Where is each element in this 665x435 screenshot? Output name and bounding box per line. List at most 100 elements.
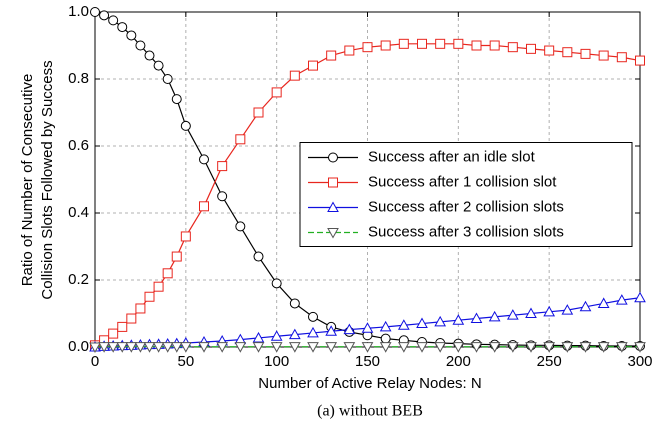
legend-label: Success after an idle slot [368, 148, 536, 165]
data-point [506, 342, 519, 353]
data-point [597, 297, 610, 308]
x-axis-label: Number of Active Relay Nodes: N [258, 375, 481, 392]
data-point [217, 161, 228, 172]
data-point [107, 342, 120, 353]
legend-marker [328, 152, 338, 163]
y-tick-label: 0.2 [68, 271, 89, 288]
data-point [561, 304, 574, 315]
data-point [380, 333, 391, 344]
data-point [199, 154, 209, 165]
data-point [234, 342, 247, 353]
data-point [144, 50, 155, 61]
x-tick-label: 50 [177, 353, 194, 370]
data-point [171, 251, 182, 262]
x-tick-label: 200 [446, 353, 471, 370]
y-axis-label: Collision Slots Followed by Success [39, 60, 56, 299]
legend-marker [327, 201, 339, 212]
data-point [526, 43, 536, 54]
data-point [379, 342, 392, 353]
y-tick-label: 0.6 [68, 137, 89, 154]
data-point [307, 342, 319, 353]
data-point [307, 326, 319, 338]
data-point [98, 342, 110, 353]
data-point [126, 313, 137, 324]
data-point [343, 342, 356, 353]
data-point [161, 342, 174, 353]
data-point [325, 325, 338, 336]
legend-label: Success after 3 collision slots [368, 223, 564, 240]
data-point [171, 94, 182, 105]
data-point [180, 120, 191, 131]
data-point [343, 323, 356, 335]
data-point [198, 342, 210, 353]
data-point [397, 319, 410, 330]
data-point [99, 10, 110, 21]
x-tick-label: 250 [537, 353, 562, 370]
data-point [253, 251, 264, 262]
data-point [634, 342, 646, 353]
legend-label: Success after 2 collision slots [368, 198, 564, 215]
data-point [199, 201, 209, 212]
x-tick-label: 0 [91, 353, 99, 370]
data-point [162, 268, 173, 279]
data-point [271, 87, 282, 98]
data-point [453, 38, 464, 49]
data-point [143, 342, 156, 353]
data-point [435, 38, 446, 49]
data-point [561, 342, 574, 353]
data-point [326, 50, 337, 61]
data-point [90, 7, 100, 17]
data-point [416, 317, 428, 329]
data-point [580, 48, 591, 59]
data-point [488, 342, 501, 353]
data-point [108, 328, 119, 339]
data-point [344, 45, 355, 56]
data-point [579, 300, 592, 312]
data-point [506, 309, 519, 320]
data-point [544, 45, 555, 56]
data-point [598, 50, 609, 61]
x-tick-label: 300 [627, 353, 652, 370]
data-point [126, 30, 137, 41]
x-tick-label: 100 [264, 353, 289, 370]
data-point [470, 312, 483, 324]
data-point [397, 342, 410, 353]
caption: (a) without BEB [317, 403, 423, 420]
legend-label: Success after 1 collision slot [368, 173, 557, 190]
data-point [362, 42, 373, 53]
data-point [308, 311, 318, 322]
legend-marker [328, 177, 338, 188]
data-point [125, 342, 138, 353]
data-point [179, 342, 192, 353]
data-point [135, 303, 146, 314]
data-point [452, 342, 465, 353]
data-point [117, 321, 128, 332]
data-point [135, 40, 146, 51]
data-point [116, 342, 129, 353]
data-point [235, 221, 246, 232]
data-point [361, 342, 374, 353]
data-point [507, 42, 518, 53]
data-point [270, 342, 283, 353]
data-point [615, 342, 628, 353]
legend-marker [327, 228, 339, 239]
y-tick-label: 0.4 [68, 204, 89, 221]
data-point [217, 191, 228, 202]
data-point [434, 342, 447, 353]
data-point [634, 291, 646, 303]
data-point [488, 310, 501, 322]
data-point [252, 342, 265, 353]
data-point [417, 38, 427, 49]
data-point [117, 22, 128, 33]
data-point [434, 315, 447, 327]
data-point [398, 38, 409, 49]
y-axis-label: Ratio of Number of Consecutive [19, 74, 36, 287]
data-point [134, 342, 147, 353]
data-point [270, 330, 283, 341]
data-point [289, 298, 300, 309]
data-point [615, 294, 628, 305]
data-point [170, 342, 183, 353]
data-point [162, 74, 173, 84]
x-tick-label: 150 [355, 353, 380, 370]
